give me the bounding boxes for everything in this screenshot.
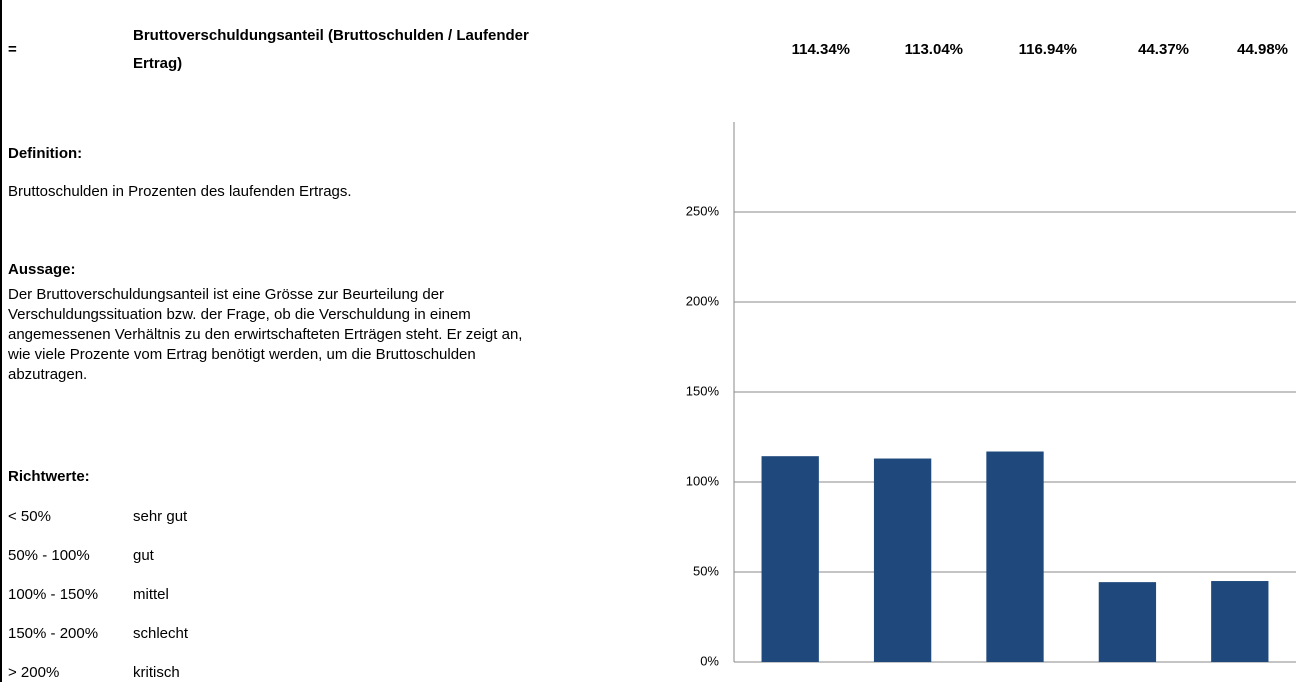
rating: schlecht	[133, 625, 189, 642]
heading: Definition:	[8, 145, 83, 162]
header-value: 116.94%	[1018, 41, 1077, 58]
y-tick-label: 0%	[700, 653, 719, 668]
text: angemessenen Verhältnis zu den erwirtsch…	[8, 326, 523, 343]
cell-border	[0, 0, 2, 682]
text: wie viele Prozente vom Ertrag benötigt w…	[8, 346, 476, 363]
bar	[986, 451, 1044, 662]
range: 100% - 150%	[8, 586, 99, 603]
y-tick-label: 100%	[686, 473, 720, 488]
title: Bruttoverschuldungsanteil (Bruttoschulde…	[133, 27, 529, 44]
y-tick-label: 150%	[686, 383, 720, 398]
text: Bruttoschulden in Prozenten des laufende…	[8, 183, 352, 200]
heading: Richtwerte:	[8, 468, 90, 485]
range: 50% - 100%	[8, 547, 90, 564]
range: < 50%	[8, 508, 51, 525]
header-value: 114.34%	[791, 41, 850, 58]
sign: =	[8, 41, 17, 58]
text: Verschuldungssituation bzw. der Frage, o…	[8, 306, 471, 323]
text: abzutragen.	[8, 366, 88, 383]
title: Ertrag)	[133, 55, 183, 72]
bar	[761, 456, 819, 662]
header-value: 44.98%	[1237, 41, 1288, 58]
y-tick-label: 50%	[693, 563, 719, 578]
range: > 200%	[8, 664, 60, 681]
header-value: 113.04%	[904, 41, 963, 58]
y-tick-label: 250%	[686, 203, 720, 218]
rating: sehr gut	[133, 508, 188, 525]
bar	[873, 458, 932, 662]
range: 150% - 200%	[8, 625, 99, 642]
header-value: 44.37%	[1138, 41, 1189, 58]
rating: mittel	[133, 586, 169, 603]
y-tick-label: 200%	[686, 293, 720, 308]
text: Der Bruttoverschuldungsanteil ist eine G…	[8, 286, 445, 303]
bar	[1098, 582, 1157, 662]
heading: Aussage:	[8, 261, 76, 278]
rating: kritisch	[133, 664, 180, 681]
bar	[1211, 581, 1269, 662]
rating: gut	[133, 547, 154, 564]
